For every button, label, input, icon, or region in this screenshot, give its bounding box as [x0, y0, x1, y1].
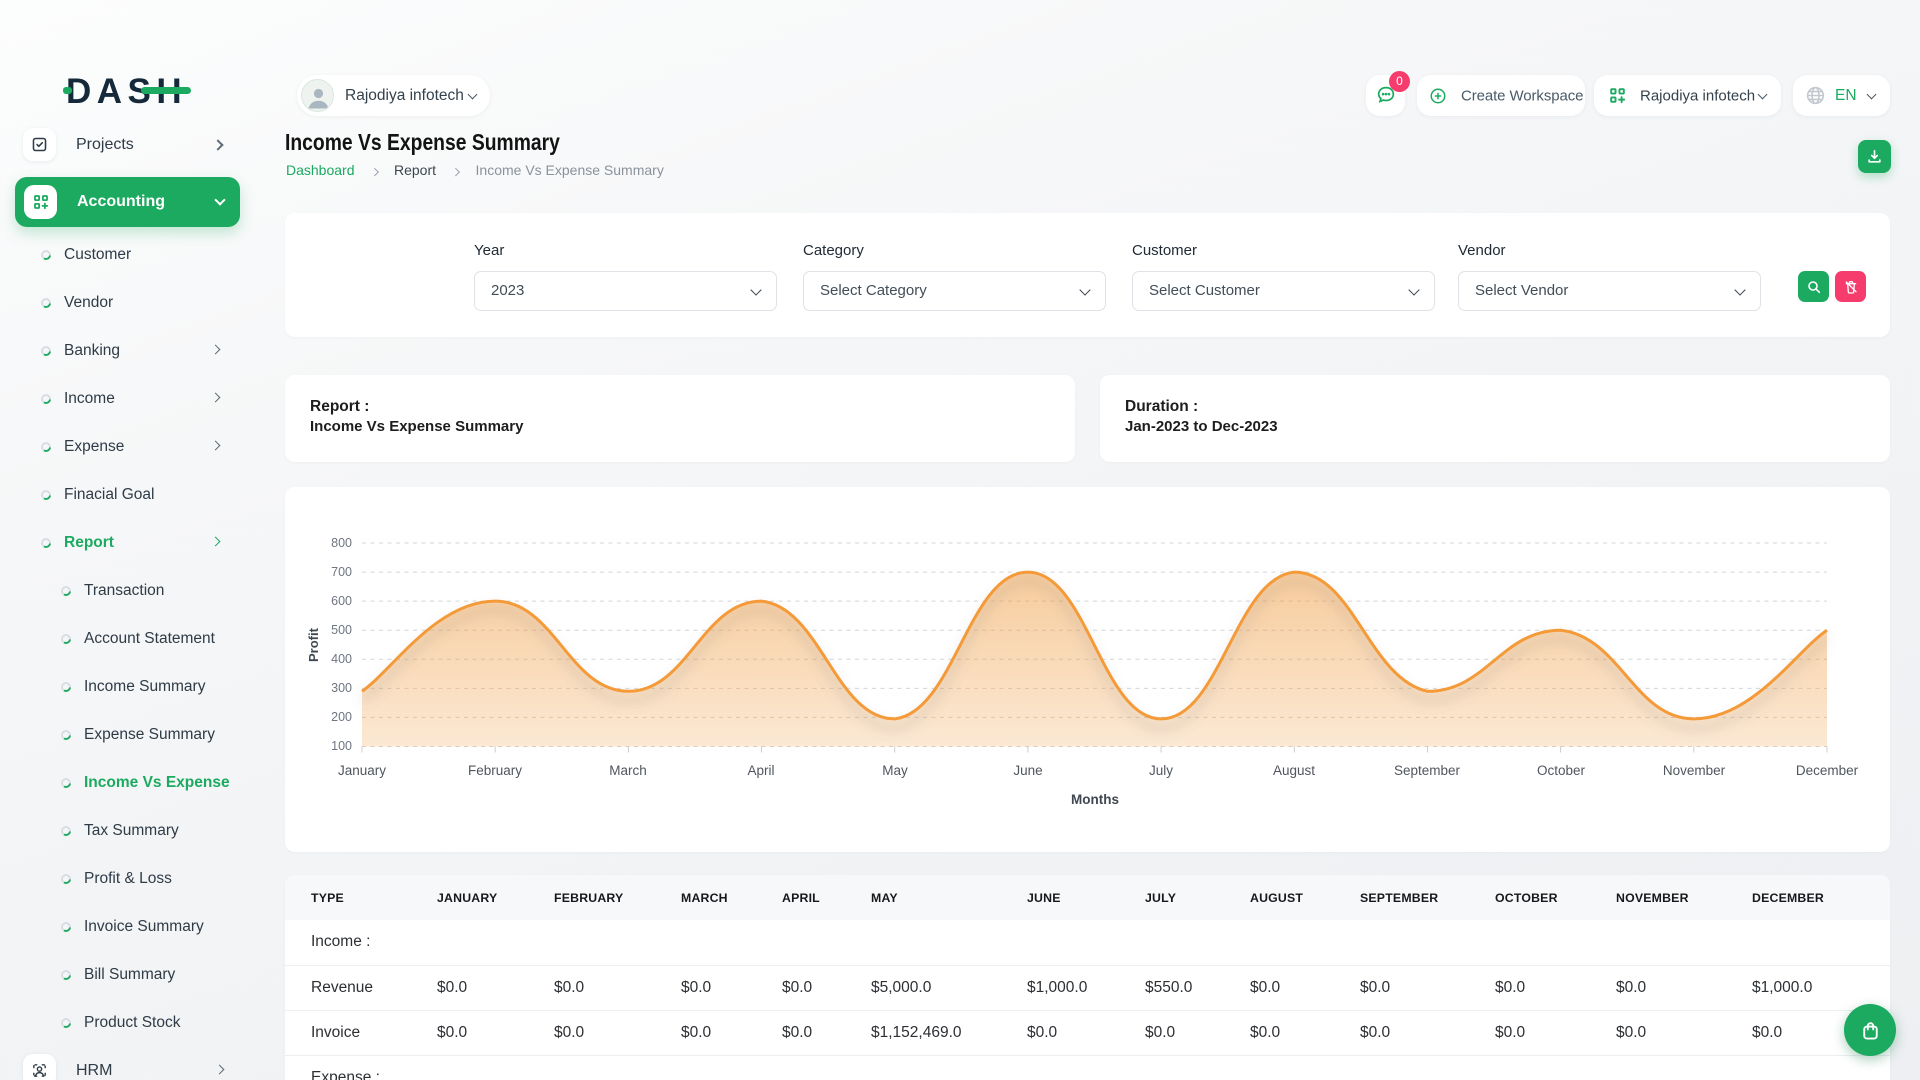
- svg-text:May: May: [882, 763, 908, 778]
- svg-text:100: 100: [331, 739, 352, 753]
- svg-text:July: July: [1149, 763, 1173, 778]
- svg-text:June: June: [1013, 763, 1042, 778]
- svg-text:December: December: [1796, 763, 1859, 778]
- svg-text:700: 700: [331, 565, 352, 579]
- svg-text:April: April: [747, 763, 774, 778]
- svg-text:200: 200: [331, 710, 352, 724]
- svg-text:August: August: [1273, 763, 1315, 778]
- svg-text:Months: Months: [1071, 792, 1119, 807]
- svg-text:600: 600: [331, 594, 352, 608]
- svg-text:February: February: [468, 763, 522, 778]
- svg-text:800: 800: [331, 536, 352, 550]
- svg-text:October: October: [1537, 763, 1586, 778]
- svg-text:March: March: [609, 763, 647, 778]
- svg-text:Profit: Profit: [306, 627, 321, 662]
- svg-text:September: September: [1394, 763, 1461, 778]
- svg-text:400: 400: [331, 652, 352, 666]
- svg-text:500: 500: [331, 623, 352, 637]
- svg-text:November: November: [1663, 763, 1726, 778]
- svg-text:January: January: [338, 763, 386, 778]
- svg-text:300: 300: [331, 681, 352, 695]
